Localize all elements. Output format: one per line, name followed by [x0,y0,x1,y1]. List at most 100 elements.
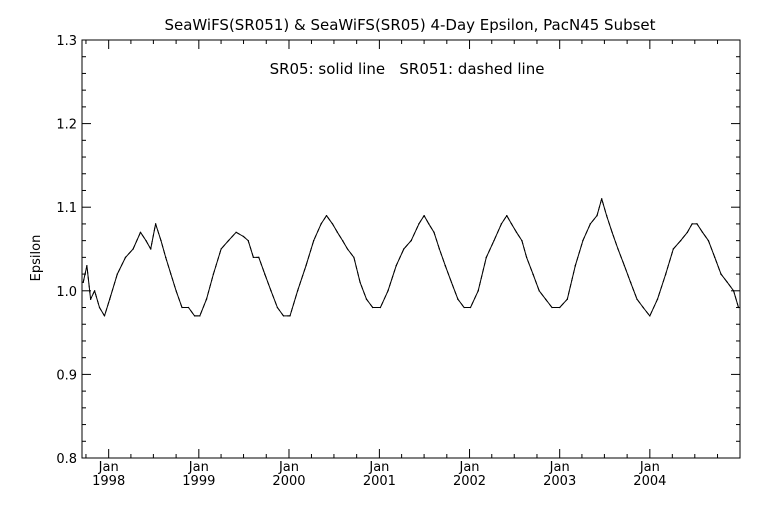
data-point-sr051 [606,215,608,217]
data-point-sr051 [264,273,266,275]
data-point-sr051 [680,240,682,242]
data-point-sr051 [270,290,272,292]
y-tick-label: 1.0 [56,285,77,300]
data-point-sr051 [313,240,315,242]
data-point-sr051 [582,240,584,242]
data-point-sr051 [423,215,425,217]
data-point-sr051 [500,223,502,225]
data-point-sr051 [165,256,167,258]
data-point-sr051 [691,223,693,225]
data-point-sr051 [139,231,142,233]
data-point-sr051 [155,223,157,225]
data-point-sr051 [109,298,111,300]
data-point-sr051 [336,231,338,233]
data-point-sr051 [714,256,716,258]
data-point-sr051 [325,215,328,217]
data-point-sr051 [720,273,722,275]
series-line-sr051 [82,198,739,317]
data-point-sr051 [258,256,260,258]
x-tick-month: Jan [368,460,389,475]
data-point-sr051 [636,298,638,300]
x-tick-year: 1998 [92,474,125,489]
data-point-sr051 [617,248,619,250]
data-point-sr051 [205,298,208,300]
plot-frame [81,39,741,459]
x-tick-month: Jan [188,460,209,475]
data-point-sr051 [387,290,389,292]
data-point-sr051 [331,223,334,225]
x-tick-month: Jan [549,460,570,475]
x-tick-month: Jan [459,460,480,475]
y-tick-label: 0.9 [56,368,77,383]
data-point-sr051 [737,306,740,309]
data-point-sr051 [515,231,518,233]
data-point-sr051 [187,306,190,309]
y-tick-label: 0.8 [56,452,77,467]
data-point-sr051 [649,315,651,317]
data-point-sr051 [438,248,440,250]
data-point-sr051 [611,231,613,233]
data-point-sr051 [506,215,508,217]
data-point-sr051 [365,298,368,300]
data-point-sr051 [656,298,659,300]
data-point-sr051 [252,256,254,258]
data-point-sr051 [212,273,214,275]
x-tick-year: 2002 [453,474,486,489]
data-point-sr051 [160,240,162,242]
data-point-sr051 [463,306,465,309]
data-point-sr051 [98,306,101,309]
data-point-sr051 [538,290,540,292]
x-tick-month: Jan [639,460,660,475]
data-point-sr051 [642,306,644,309]
x-tick-year: 2000 [272,474,305,489]
data-point-sr051 [485,256,487,258]
data-point-sr051 [145,240,147,242]
data-point-sr051 [450,281,453,283]
data-point-sr051 [410,240,412,242]
data-point-sr051 [194,315,196,317]
data-point-sr051 [395,265,397,267]
data-point-sr051 [305,265,307,267]
data-point-sr051 [510,223,513,225]
data-point-sr051 [672,248,674,250]
data-point-sr051 [170,273,172,275]
data-point-sr051 [346,248,349,250]
data-point-sr051 [82,281,84,283]
data-point-sr051 [566,298,568,300]
data-point-sr051 [282,315,285,317]
x-tick-year: 2004 [633,474,666,489]
data-point-sr051 [199,315,201,317]
data-point-sr051 [526,256,528,258]
data-point-sr051 [559,306,561,309]
data-point-sr051 [86,265,88,267]
data-point-sr051 [320,223,322,225]
data-point-sr051 [665,273,667,275]
data-point-sr051 [297,290,299,292]
data-point-sr051 [701,231,704,233]
data-point-sr051 [132,248,134,250]
x-tick-month: Jan [98,460,119,475]
y-tick-label: 1.3 [56,34,77,49]
data-point-sr051 [444,265,446,267]
chart-annotation: SR05: solid line SR051: dashed line [270,60,545,78]
data-point-sr051 [150,248,152,250]
data-point-sr051 [116,273,118,275]
data-point-sr051 [630,281,632,283]
data-point-sr051 [686,231,689,233]
x-tick-year: 2001 [363,474,396,489]
data-point-sr051 [521,240,523,242]
data-point-sr051 [433,231,435,233]
data-point-sr051 [342,240,344,242]
x-tick-year: 2003 [543,474,576,489]
series-line-sr05 [82,198,739,317]
data-point-sr051 [372,306,374,309]
y-tick-label: 1.2 [56,118,77,133]
y-axis-label: Epsilon [29,235,44,282]
data-point-sr051 [574,265,576,267]
chart-title: SeaWiFS(SR051) & SeaWiFS(SR05) 4-Day Eps… [164,16,655,34]
data-point-sr051 [276,306,278,309]
data-point-sr051 [469,306,472,309]
data-point-sr051 [457,298,459,300]
